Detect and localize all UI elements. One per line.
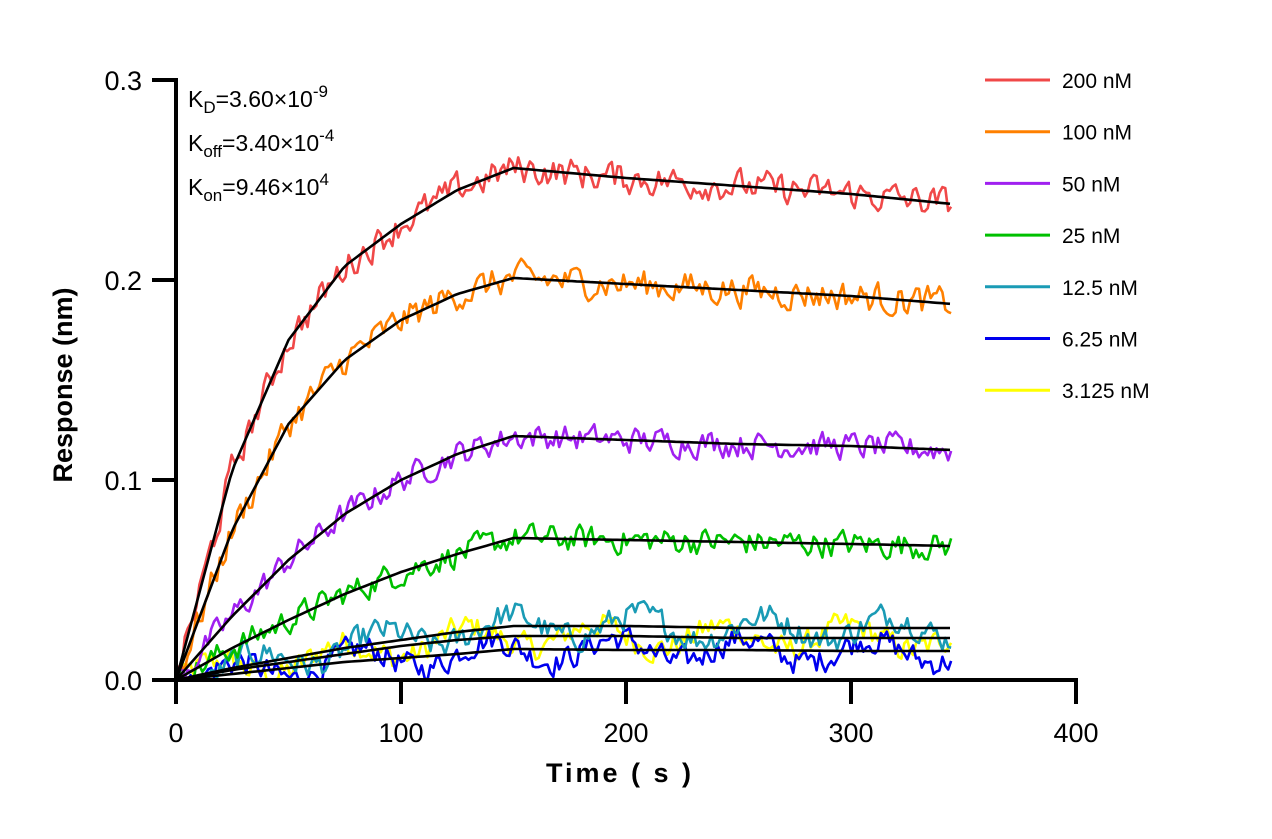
axis-ticks: 0 100 200 300 400 0.0 0.1 0.2 0.3 xyxy=(104,66,1098,748)
fit-curves xyxy=(174,166,951,682)
legend: 200 nM 100 nM 50 nM 25 nM 12.5 nM 6.25 nM 3.12… xyxy=(985,70,1150,403)
fit-curve-50-nM xyxy=(175,434,951,681)
kinetic-constant-label: Kon=9.46×104 xyxy=(188,170,329,205)
x-tick-label: 300 xyxy=(828,718,873,748)
fit-curve-6-25-nM xyxy=(175,647,950,682)
fit-curve-3-125-nM xyxy=(175,634,950,682)
y-tick-label: 0.0 xyxy=(104,666,142,696)
legend-label: 50 nM xyxy=(1062,173,1120,196)
x-tick-label: 100 xyxy=(378,718,423,748)
measured-trace-100-nM xyxy=(174,257,952,681)
x-tick-label: 400 xyxy=(1053,718,1098,748)
x-axis-label: Time ( s ) xyxy=(546,758,694,788)
y-tick-label: 0.1 xyxy=(104,466,142,496)
legend-label: 3.125 nM xyxy=(1062,380,1150,403)
kinetic-constant-label: KD=3.60×10-9 xyxy=(188,82,328,117)
y-tick-label: 0.2 xyxy=(104,266,142,296)
fit-curve-200-nM xyxy=(174,166,951,681)
kinetic-constants: KD=3.60×10-9 Koff=3.40×10-4 Kon=9.46×104 xyxy=(188,82,334,205)
legend-label: 25 nM xyxy=(1062,225,1120,248)
measured-trace-200-nM xyxy=(175,156,953,671)
legend-label: 12.5 nM xyxy=(1062,277,1138,300)
fit-curve-100-nM xyxy=(174,276,951,681)
measured-trace-25-nM xyxy=(174,522,953,682)
kinetic-constant-label: Koff=3.40×10-4 xyxy=(188,126,334,161)
y-tick-label: 0.3 xyxy=(104,66,142,96)
x-tick-label: 0 xyxy=(168,718,183,748)
fit-curve-25-nM xyxy=(175,536,951,682)
legend-label: 6.25 nM xyxy=(1062,329,1138,352)
legend-label: 100 nM xyxy=(1062,122,1132,145)
x-tick-label: 200 xyxy=(603,718,648,748)
y-axis-label: Response (nm) xyxy=(48,287,78,482)
legend-label: 200 nM xyxy=(1062,70,1132,93)
fit-curve-12-5-nM xyxy=(175,624,950,682)
